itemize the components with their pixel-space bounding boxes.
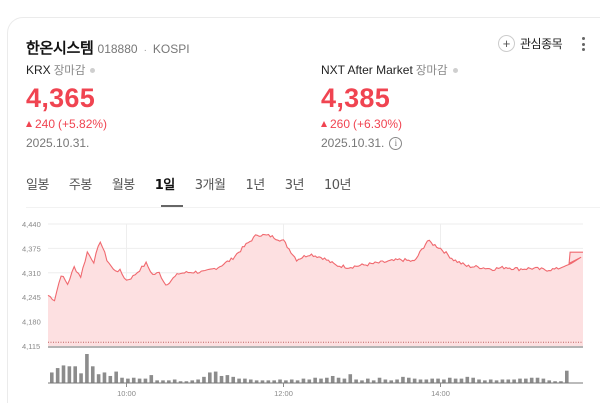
market-status: 장마감 bbox=[415, 63, 448, 77]
active-tab-indicator bbox=[161, 205, 183, 207]
nxt-quote: NXT After Market 장마감 4,385 260 (+6.30%) … bbox=[321, 62, 458, 150]
tab-weekly[interactable]: 주봉 bbox=[68, 178, 92, 193]
more-dot bbox=[581, 48, 585, 51]
more-vertical-icon bbox=[581, 37, 585, 40]
svg-text:4,180: 4,180 bbox=[22, 318, 41, 327]
change-amount: 240 bbox=[35, 117, 56, 131]
market-status: 장마감 bbox=[53, 63, 86, 77]
svg-text:4,245: 4,245 bbox=[22, 293, 41, 302]
separator: · bbox=[143, 45, 147, 56]
market-name: KOSPI bbox=[152, 42, 190, 56]
plus-icon: + bbox=[498, 35, 515, 52]
quote-market: NXT After Market bbox=[321, 63, 413, 77]
tab-1year[interactable]: 1년 bbox=[245, 178, 265, 193]
change-amount: 260 bbox=[330, 117, 351, 131]
tab-10year[interactable]: 10년 bbox=[323, 178, 352, 193]
quote-label: KRX 장마감 bbox=[26, 62, 107, 78]
y-axis: 4,440 4,375 4,310 4,245 4,180 4,115 bbox=[22, 220, 41, 351]
x-axis: 10:00 12:00 14:00 bbox=[117, 383, 450, 398]
tab-3year[interactable]: 3년 bbox=[284, 178, 305, 193]
volume-bars bbox=[50, 354, 569, 383]
quote-date: 2025.10.31. bbox=[26, 136, 107, 150]
quote-label: NXT After Market 장마감 bbox=[321, 62, 458, 78]
svg-text:10:00: 10:00 bbox=[117, 389, 136, 398]
svg-text:4,375: 4,375 bbox=[22, 244, 41, 253]
stock-code: 018880 bbox=[97, 42, 138, 56]
watchlist-label: 관심종목 bbox=[520, 37, 563, 51]
date-text: 2025.10.31. bbox=[321, 136, 385, 150]
tab-monthly[interactable]: 월봉 bbox=[111, 178, 135, 193]
change-percent: (+5.82%) bbox=[58, 117, 108, 131]
info-icon[interactable]: i bbox=[389, 136, 403, 150]
change-percent: (+6.30%) bbox=[353, 117, 403, 131]
add-watchlist-button[interactable]: + 관심종목 bbox=[498, 35, 563, 52]
more-options-button[interactable] bbox=[580, 37, 586, 51]
more-dot bbox=[581, 42, 585, 46]
stock-name[interactable]: 한온시스템 bbox=[26, 39, 94, 57]
tab-1day[interactable]: 1일 bbox=[154, 178, 176, 193]
price-change: 240 (+5.82%) bbox=[26, 117, 107, 131]
up-triangle-icon bbox=[26, 121, 32, 127]
tab-daily[interactable]: 일봉 bbox=[26, 178, 49, 193]
price-line bbox=[47, 233, 583, 302]
svg-text:4,440: 4,440 bbox=[22, 220, 41, 229]
price-area bbox=[48, 234, 583, 346]
krx-quote: KRX 장마감 4,365 240 (+5.82%) 2025.10.31. bbox=[26, 62, 107, 150]
current-price: 4,365 bbox=[26, 83, 96, 113]
quote-date: 2025.10.31. i bbox=[321, 136, 458, 150]
quote-market: KRX bbox=[26, 63, 51, 77]
current-price: 4,385 bbox=[321, 83, 391, 113]
status-dot-icon bbox=[452, 67, 458, 73]
svg-text:12:00: 12:00 bbox=[274, 389, 293, 398]
date-text: 2025.10.31. bbox=[26, 136, 90, 150]
svg-text:4,115: 4,115 bbox=[22, 342, 40, 351]
svg-text:4,310: 4,310 bbox=[22, 269, 41, 278]
svg-text:14:00: 14:00 bbox=[431, 389, 450, 398]
tab-3month[interactable]: 3개월 bbox=[194, 178, 226, 193]
stock-title-row: 한온시스템 018880 · KOSPI bbox=[26, 37, 190, 58]
chart-period-tabs: 일봉 주봉 월봉 1일 3개월 1년 3년 10년 bbox=[26, 174, 371, 193]
tabs-divider bbox=[26, 207, 600, 208]
status-dot-icon bbox=[90, 67, 96, 73]
price-change: 260 (+6.30%) bbox=[321, 117, 458, 131]
up-triangle-icon bbox=[321, 121, 327, 127]
